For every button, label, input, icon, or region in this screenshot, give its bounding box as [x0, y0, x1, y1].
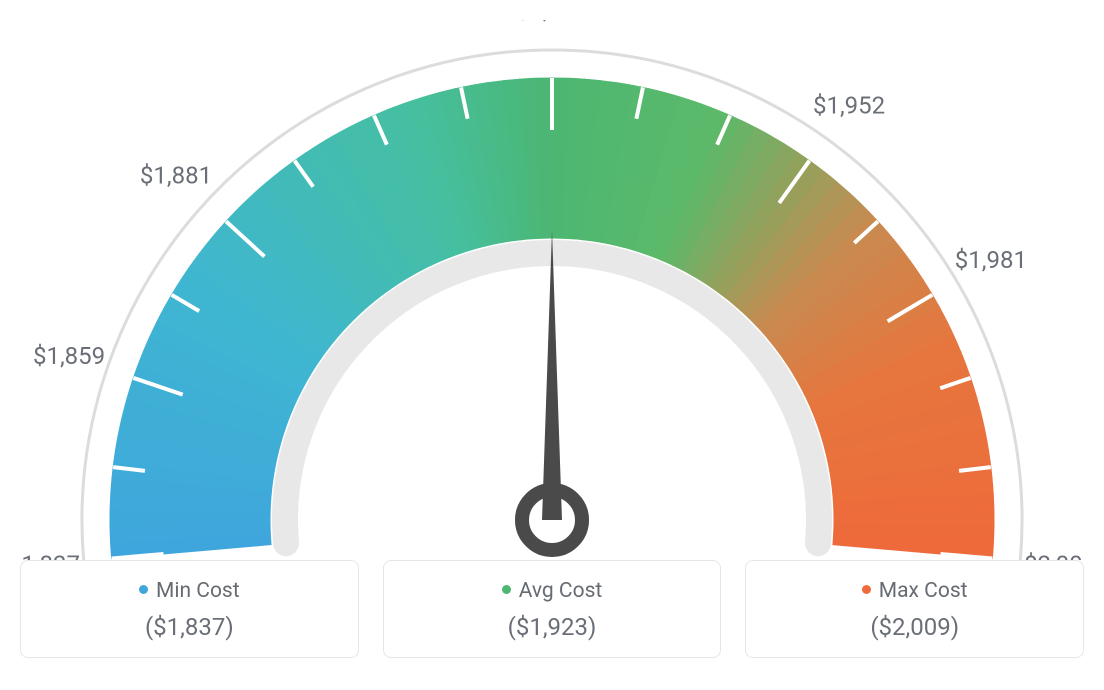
gauge-tick-label: $1,952: [813, 91, 885, 119]
legend-title-min: Min Cost: [41, 579, 338, 603]
gauge-tick-label: $2,009: [1024, 550, 1084, 560]
gauge-tick-label: $1,881: [140, 161, 212, 189]
legend-row: Min Cost ($1,837) Avg Cost ($1,923) Max …: [20, 560, 1084, 658]
legend-value-min: ($1,837): [41, 613, 338, 641]
legend-title-max: Max Cost: [766, 579, 1063, 603]
legend-value-avg: ($1,923): [404, 613, 701, 641]
gauge-tick-label: $1,837: [20, 550, 80, 560]
legend-title-avg: Avg Cost: [404, 579, 701, 603]
legend-label-min: Min Cost: [156, 579, 240, 603]
gauge-svg: $1,837 $1,859 $1,881 $1,923 $1,952 $1,981 $2,0…: [20, 20, 1084, 560]
legend-card-avg: Avg Cost ($1,923): [383, 560, 722, 658]
legend-value-max: ($2,009): [766, 613, 1063, 641]
dot-icon-avg: [502, 585, 511, 594]
gauge-tick-label: $1,859: [33, 342, 105, 370]
gauge-tick-label: $1,923: [516, 20, 588, 24]
dot-icon-max: [862, 585, 871, 594]
legend-label-avg: Avg Cost: [519, 579, 603, 603]
legend-label-max: Max Cost: [879, 579, 968, 603]
cost-gauge-chart: $1,837 $1,859 $1,881 $1,923 $1,952 $1,981 $2,0…: [20, 20, 1084, 560]
gauge-tick-label: $1,981: [955, 246, 1027, 274]
legend-card-min: Min Cost ($1,837): [20, 560, 359, 658]
legend-card-max: Max Cost ($2,009): [745, 560, 1084, 658]
dot-icon-min: [139, 585, 148, 594]
gauge-needle: [542, 230, 562, 520]
